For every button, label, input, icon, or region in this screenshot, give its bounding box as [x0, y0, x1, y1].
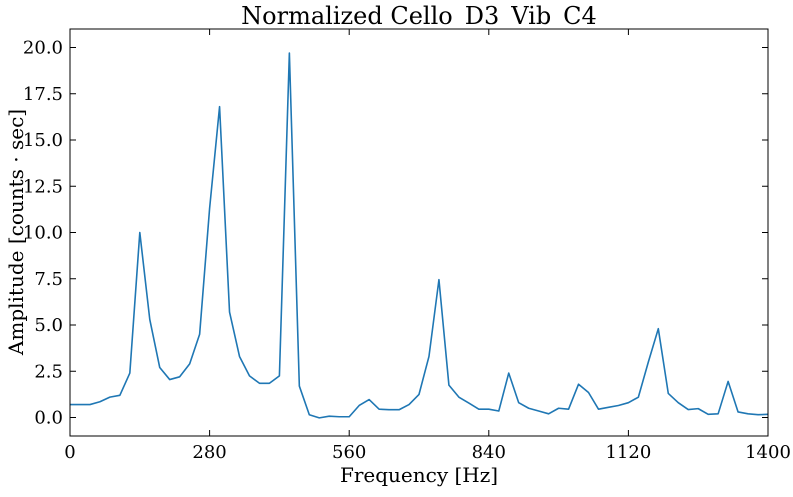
y-tick-label: 7.5 — [34, 269, 63, 290]
x-axis-title: Frequency [Hz] — [340, 463, 498, 487]
x-tick-label: 560 — [332, 442, 366, 463]
x-tick-label: 1400 — [745, 442, 791, 463]
y-tick-label: 0.0 — [34, 408, 63, 429]
y-tick-label: 5.0 — [34, 315, 63, 336]
series-line — [70, 52, 769, 419]
y-axis-title: Amplitude [counts · sec] — [4, 109, 28, 356]
plot-area: 0 280 560 840 1120 1400 0.0 2.5 5.0 7.5 10.0 12.5 15… — [23, 28, 791, 463]
x-tick-label: 840 — [472, 442, 506, 463]
plot-frame — [69, 28, 769, 437]
x-tick-label: 280 — [192, 442, 226, 463]
chart-title: Normalized Cello_D3_Vib_C4 — [241, 2, 597, 30]
y-tick-label: 12.5 — [23, 176, 63, 197]
x-tick-label: 0 — [64, 442, 75, 463]
y-tick-label: 10.0 — [23, 223, 63, 244]
y-tick-label: 17.5 — [23, 84, 63, 105]
y-tick-label: 20.0 — [23, 38, 63, 59]
y-tick-label: 15.0 — [23, 130, 63, 151]
x-tick-label: 1120 — [605, 442, 651, 463]
y-tick-label: 2.5 — [34, 361, 63, 382]
